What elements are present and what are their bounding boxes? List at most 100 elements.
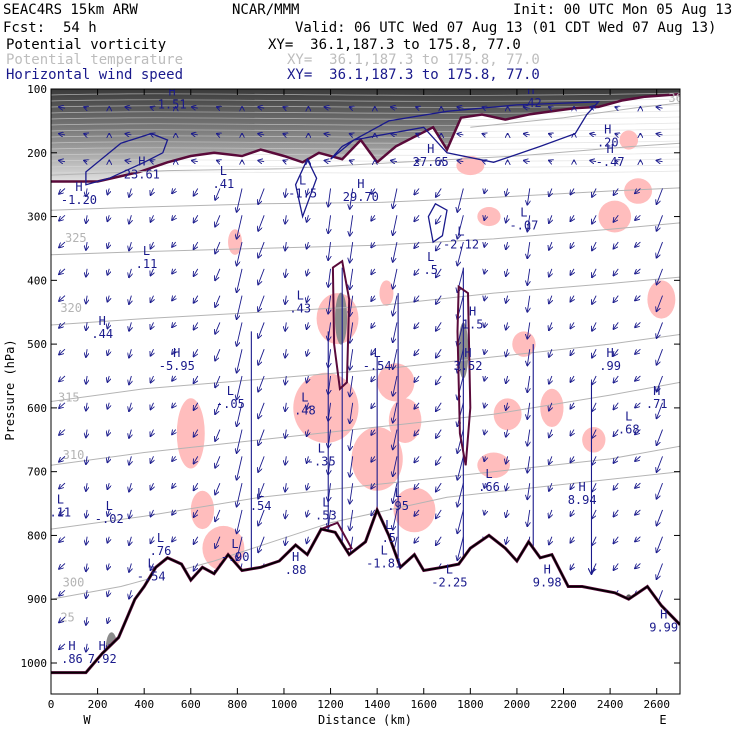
wind-vector: [328, 295, 330, 314]
wind-vector: [307, 188, 309, 195]
wind-vector: [484, 483, 485, 488]
wind-vector: [107, 322, 109, 328]
extremum-value: .53: [315, 509, 337, 523]
wind-vector: [416, 161, 419, 162]
wind-vector: [592, 215, 597, 223]
wind-vector: [570, 375, 574, 382]
extremum-mark: L: [394, 486, 401, 500]
wind-vector: [258, 295, 265, 312]
wind-vector: [283, 134, 286, 135]
extremum-mark: L: [446, 563, 453, 577]
wind-vector: [414, 429, 420, 436]
wind-vector: [258, 429, 265, 446]
wind-vector: [549, 134, 552, 135]
wind-vector: [371, 402, 375, 408]
extremum-mark: H: [660, 607, 667, 621]
extremum-value: .71: [646, 397, 668, 411]
wind-vector: [613, 536, 619, 544]
extremum-value: 7.92: [88, 652, 117, 666]
wind-vector: [436, 402, 442, 411]
wind-vector: [307, 375, 309, 383]
wind-vector: [307, 429, 309, 437]
wind-vector: [194, 429, 198, 437]
wind-vector: [527, 429, 529, 446]
wind-vector: [107, 241, 109, 248]
wind-vector: [215, 429, 221, 441]
wind-vector: [657, 215, 663, 231]
wind-vector: [524, 161, 530, 162]
wind-vector: [393, 349, 398, 369]
wind-vector: [151, 322, 154, 329]
wind-vector: [59, 536, 66, 542]
wind-vector: [194, 456, 198, 463]
wind-vector: [436, 509, 442, 518]
extremum-mark: H: [544, 563, 551, 577]
wind-vector: [613, 402, 619, 410]
wind-vector: [635, 429, 641, 435]
wind-vector: [129, 241, 131, 250]
wind-vector: [172, 322, 176, 327]
pv-shade-blob: [598, 200, 632, 233]
wind-vector: [350, 402, 354, 423]
wind-vector: [436, 348, 442, 357]
wind-vector: [59, 456, 66, 461]
wind-vector: [86, 456, 87, 464]
wind-vector: [506, 402, 508, 410]
wind-vector: [194, 563, 198, 571]
wind-vector: [414, 188, 420, 194]
wind-vector: [657, 268, 663, 285]
wind-vector: [285, 456, 286, 464]
wind-vector: [59, 161, 66, 162]
wind-vector: [570, 295, 574, 302]
wind-vector: [107, 456, 109, 462]
wind-vector: [307, 483, 309, 490]
wind-vector: [635, 509, 641, 515]
tropopause-pv-contour: [51, 92, 680, 183]
extremum-mark: L: [427, 250, 434, 264]
wind-vector: [194, 322, 198, 329]
wind-vector: [657, 349, 663, 365]
wind-vector: [172, 430, 176, 435]
terrain-line: [51, 507, 680, 674]
wind-vector: [215, 268, 221, 280]
wind-vector: [307, 241, 309, 249]
y-axis-label: Pressure (hPa): [3, 339, 17, 440]
wind-vector: [194, 295, 198, 303]
wind-vector: [506, 215, 508, 222]
wind-vector: [285, 402, 286, 411]
wind-vector: [215, 241, 221, 253]
wind-vector: [215, 322, 221, 333]
wind-vector: [635, 536, 641, 542]
wind-vector: [151, 456, 154, 463]
wind-vector: [172, 296, 176, 301]
wind-vector: [524, 134, 530, 135]
plot-frame: [50, 88, 681, 695]
wind-vector: [570, 322, 574, 328]
wind-vector: [129, 456, 131, 464]
wind-vector: [393, 268, 398, 289]
wind-vector: [393, 215, 398, 235]
theta-contour-line: [51, 142, 680, 176]
forecast-label: Fcst:: [3, 20, 46, 36]
y-tick-label: 1000: [21, 657, 48, 670]
wind-vector: [194, 536, 198, 544]
y-tick-label: 500: [27, 338, 47, 351]
wind-vector: [657, 536, 663, 553]
wind-vector: [125, 161, 132, 162]
wind-vector: [457, 456, 464, 479]
wind-vector: [570, 268, 574, 275]
wind-vector: [59, 429, 66, 435]
wind-vector: [393, 375, 398, 396]
wind-vector: [59, 241, 66, 247]
wind-vector: [237, 241, 243, 265]
extremum-value: .88: [285, 563, 307, 577]
wind-vector: [194, 348, 198, 356]
extremum-value: 23.61: [124, 168, 160, 182]
wind-vector: [613, 375, 619, 383]
wind-vector: [527, 268, 529, 285]
wind-vector: [457, 536, 464, 560]
wind-vector: [237, 402, 243, 426]
x-tick-label: 2000: [504, 698, 531, 711]
wind-vector: [657, 563, 663, 580]
wind-speed-contour: [294, 157, 318, 219]
